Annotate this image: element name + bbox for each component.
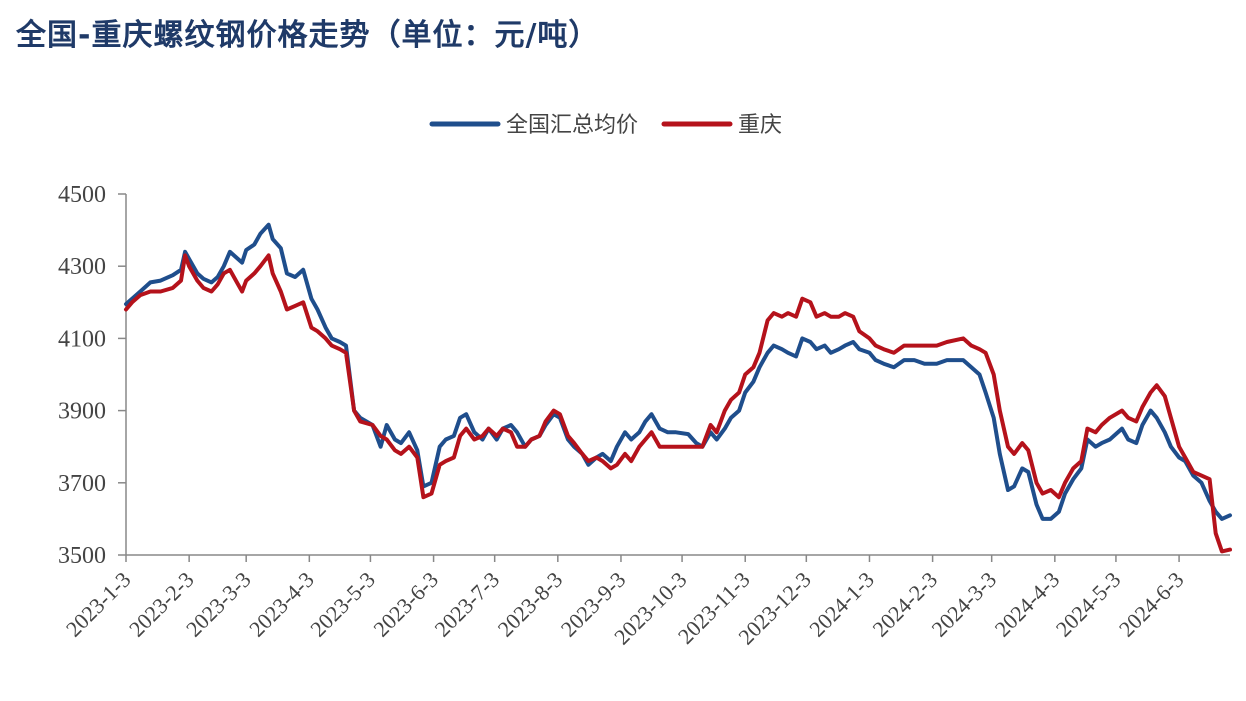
y-tick-label: 3900	[58, 399, 106, 425]
series-line-chongqing	[124, 253, 1232, 554]
y-tick-label: 4300	[58, 254, 106, 280]
y-axis: 3500 3700 3900 4100 4300 4500	[58, 182, 127, 569]
x-tick-label: 2024-2-3	[867, 567, 942, 642]
x-tick-label: 2023-1-3	[61, 567, 136, 642]
x-tick-label: 2024-1-3	[804, 567, 879, 642]
x-axis: 2023-1-32023-2-32023-3-32023-4-32023-5-3…	[61, 554, 1230, 649]
x-tick-label: 2024-6-3	[1114, 567, 1189, 642]
series-line-national-average	[124, 222, 1232, 521]
x-tick-label: 2023-4-3	[244, 567, 319, 642]
legend-label: 全国汇总均价	[506, 113, 638, 138]
y-tick-label: 4500	[58, 182, 106, 208]
plot-area	[124, 222, 1232, 554]
y-tick-label: 4100	[58, 326, 106, 352]
x-tick-label: 2023-5-3	[305, 567, 380, 642]
x-tick-label: 2023-8-3	[493, 567, 568, 642]
x-tick-label: 2024-3-3	[927, 567, 1002, 642]
x-tick-label: 2024-4-3	[990, 567, 1065, 642]
chart-title: 全国-重庆螺纹钢价格走势（单位：元/吨）	[16, 18, 600, 53]
legend: 全国汇总均价 重庆	[429, 113, 782, 138]
x-tick-label: 2023-7-3	[430, 567, 505, 642]
y-tick-label: 3700	[58, 471, 106, 497]
legend-label: 重庆	[738, 113, 782, 138]
y-tick-label: 3500	[58, 543, 106, 569]
x-tick-label: 2024-5-3	[1051, 567, 1126, 642]
x-tick-label: 2023-6-3	[368, 567, 443, 642]
